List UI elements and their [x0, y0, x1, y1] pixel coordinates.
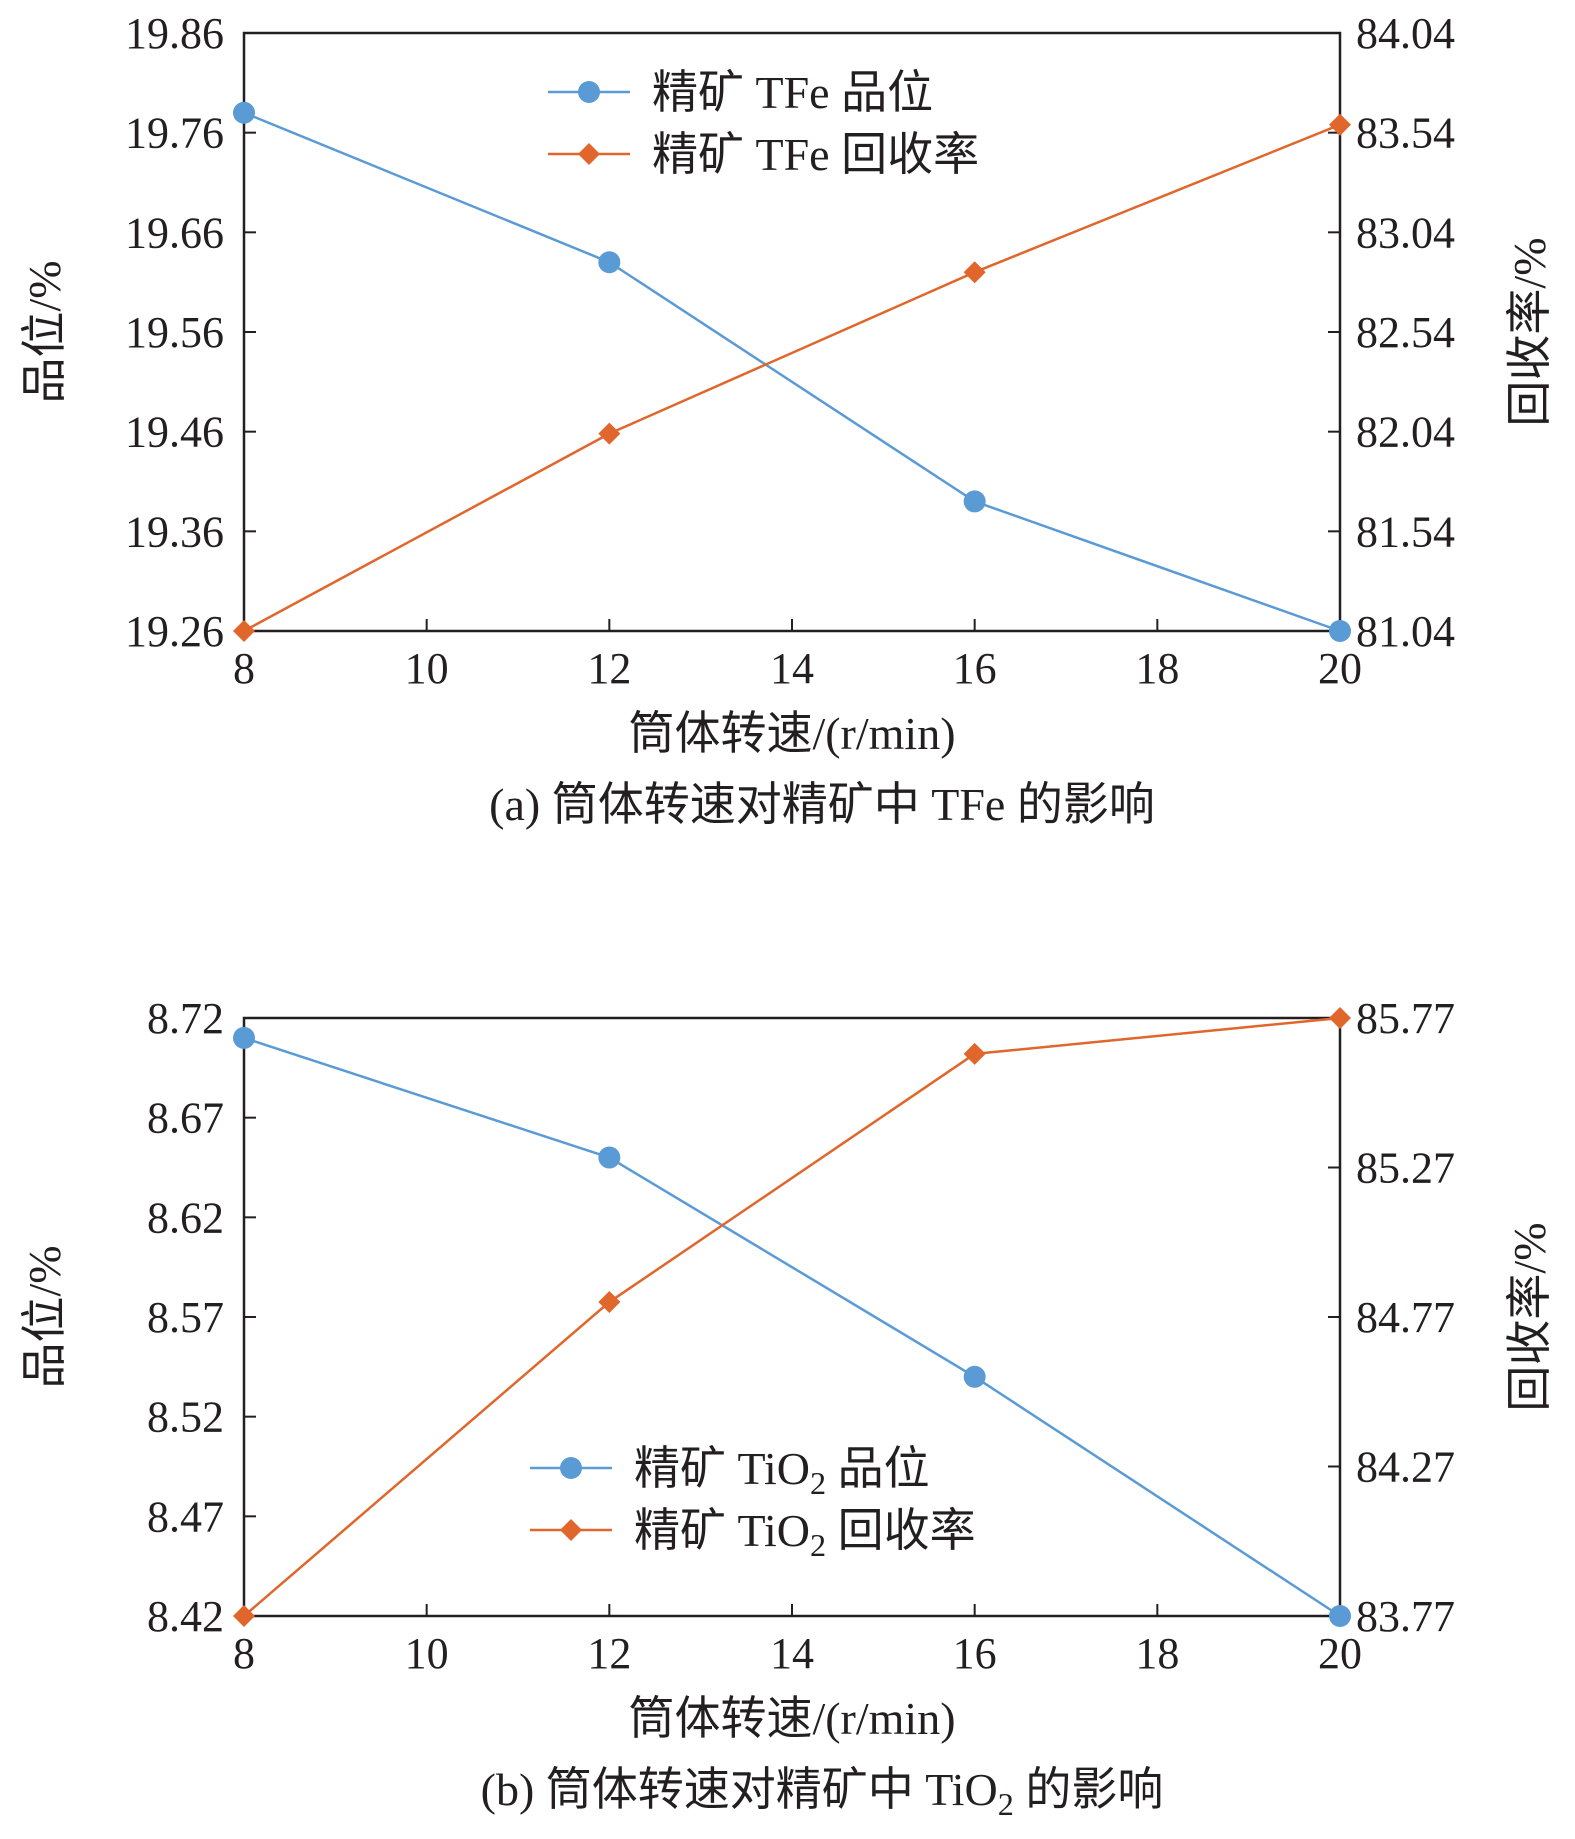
y-tick-label-left: 8.47 — [147, 1492, 224, 1541]
legend-label: 精矿 TFe 品位 — [652, 67, 933, 118]
series-recovery — [233, 1007, 1351, 1627]
x-tick-label: 16 — [953, 644, 997, 693]
y-tick-label-left: 8.72 — [147, 994, 224, 1043]
legend-marker — [578, 81, 600, 103]
y-axis-title-right: 回收率/% — [1504, 237, 1555, 426]
data-point — [233, 1605, 255, 1627]
data-point — [963, 261, 986, 284]
series-line — [243, 123, 1341, 633]
legend-entry: 精矿 TiO2 回收率 — [530, 1505, 976, 1563]
y-tick-label-right: 83.77 — [1356, 1592, 1455, 1641]
y-tick-label-left: 19.76 — [125, 109, 224, 158]
figure-caption: (b) 筒体转速对精矿中 TiO2 的影响 — [481, 1764, 1164, 1822]
y-tick-label-right: 82.54 — [1356, 308, 1455, 357]
legend-label: 精矿 TiO2 回收率 — [634, 1505, 976, 1563]
legend-entry: 精矿 TFe 品位 — [548, 67, 933, 118]
data-point — [963, 1042, 986, 1065]
series-recovery — [233, 113, 1351, 642]
y-tick-label-left: 8.52 — [147, 1393, 224, 1442]
data-point — [963, 490, 986, 513]
y-tick-label-left: 19.36 — [125, 507, 224, 556]
y-tick-label-left: 19.26 — [125, 607, 224, 656]
y-tick-label-left: 19.66 — [125, 208, 224, 257]
data-point — [963, 1365, 986, 1388]
y-tick-label-right: 82.04 — [1356, 408, 1455, 457]
y-tick-label-right: 81.04 — [1356, 607, 1455, 656]
x-tick-label: 18 — [1135, 644, 1179, 693]
y-axis-title-left: 品位/% — [19, 1245, 70, 1388]
y-tick-label-left: 19.86 — [125, 9, 224, 58]
series-grade — [233, 1026, 1351, 1627]
y-tick-label-right: 84.04 — [1356, 9, 1455, 58]
x-tick-label: 8 — [233, 1629, 255, 1678]
x-tick-label: 18 — [1135, 1629, 1179, 1678]
data-point — [233, 620, 255, 642]
series-line — [243, 1016, 1341, 1617]
y-axis-title-left: 品位/% — [19, 260, 70, 403]
x-tick-label: 20 — [1318, 644, 1362, 693]
x-tick-label: 10 — [405, 644, 449, 693]
legend-marker — [560, 1457, 582, 1479]
y-tick-label-right: 85.27 — [1356, 1144, 1455, 1193]
data-point — [598, 422, 621, 445]
chart-b: 8 10 12 14 16 18 20 8.42 8.47 8.52 8.57 8.62 8.67 8.7… — [19, 994, 1555, 1822]
y-tick-label-right: 85.77 — [1356, 994, 1455, 1043]
y-tick-label-right: 84.77 — [1356, 1293, 1455, 1342]
data-point — [233, 1026, 255, 1049]
y-tick-label-left: 8.42 — [147, 1592, 224, 1641]
x-tick-label: 12 — [587, 1629, 631, 1678]
x-tick-label: 8 — [233, 644, 255, 693]
data-point — [1329, 1007, 1351, 1029]
data-point — [598, 251, 621, 274]
y-tick-label-right: 81.54 — [1356, 507, 1455, 556]
figure-caption: (a) 筒体转速对精矿中 TFe 的影响 — [489, 779, 1155, 830]
x-tick-label: 16 — [953, 1629, 997, 1678]
data-point — [598, 1146, 621, 1169]
x-tick-label: 14 — [770, 644, 814, 693]
data-point — [233, 101, 255, 124]
x-tick-label: 12 — [587, 644, 631, 693]
x-tick-label: 14 — [770, 1629, 814, 1678]
y-tick-label-left: 19.56 — [125, 308, 224, 357]
x-tick-label: 20 — [1318, 1629, 1362, 1678]
y-tick-label-left: 8.67 — [147, 1094, 224, 1143]
x-axis-title: 筒体转速/(r/min) — [628, 1693, 955, 1744]
legend-entry: 精矿 TiO2 品位 — [530, 1443, 930, 1501]
y-tick-label-left: 8.57 — [147, 1293, 224, 1342]
chart-a: 8 10 12 14 16 18 20 19.26 19.36 19.46 19.56 19.66 19… — [19, 9, 1555, 830]
legend-entry: 精矿 TFe 回收率 — [548, 129, 979, 180]
y-tick-label-left: 8.62 — [147, 1193, 224, 1242]
series-line — [243, 111, 1341, 633]
series-line — [243, 1036, 1341, 1618]
x-tick-label: 10 — [405, 1629, 449, 1678]
y-tick-label-right: 83.04 — [1356, 208, 1455, 257]
y-tick-label-right: 84.27 — [1356, 1443, 1455, 1492]
x-axis-title: 筒体转速/(r/min) — [628, 708, 955, 759]
data-point — [598, 1291, 621, 1314]
data-point — [1329, 1605, 1351, 1627]
legend-label: 精矿 TiO2 品位 — [634, 1443, 930, 1501]
y-tick-label-left: 19.46 — [125, 408, 224, 457]
y-axis-title-right: 回收率/% — [1504, 1222, 1555, 1411]
series-grade — [233, 101, 1351, 642]
legend-marker — [560, 1519, 582, 1541]
data-point — [1329, 620, 1351, 642]
legend-marker — [578, 143, 600, 165]
legend-label: 精矿 TFe 回收率 — [652, 129, 979, 180]
data-point — [1329, 113, 1351, 136]
y-tick-label-right: 83.54 — [1356, 109, 1455, 158]
